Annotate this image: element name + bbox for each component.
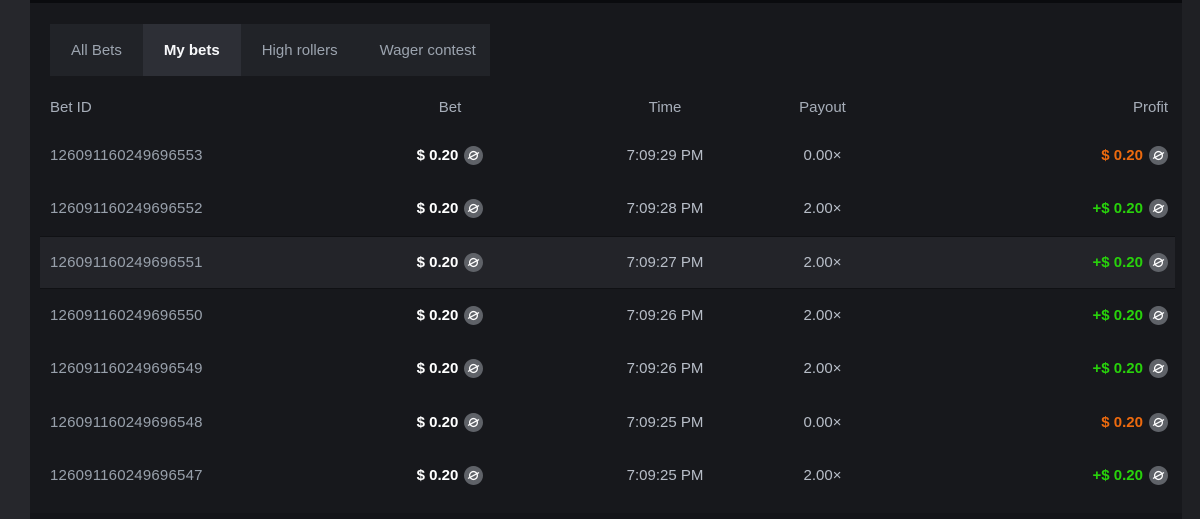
stellar-coin-icon [464,146,484,166]
stellar-coin-icon [464,359,484,379]
stellar-coin-icon [1149,359,1168,379]
bet-amount: $ 0.20 [416,147,459,165]
stellar-coin-icon [1149,252,1168,272]
profit-amount: +$ 0.20 [1092,253,1143,271]
column-header-bet: Bet [438,98,462,116]
table-row[interactable]: 126091160249696549 $ 0.20 7:09:26 PM 2.0… [40,342,1175,395]
table-row[interactable]: 126091160249696551 $ 0.20 7:09:27 PM 2.0… [40,235,1175,289]
column-header-time: Time [648,98,682,116]
profit-amount: +$ 0.20 [1092,466,1143,484]
table-row[interactable]: 126091160249696553 $ 0.20 7:09:29 PM 0.0… [40,129,1175,182]
profit-amount: +$ 0.20 [1092,307,1143,325]
tab-all-bets[interactable]: All Bets [50,24,143,76]
panel-bottom-edge [30,513,1182,519]
column-header-bet-id: Bet ID [50,98,92,116]
profit-cell: +$ 0.20 [1092,306,1168,326]
stellar-coin-icon [1149,412,1168,432]
payout-cell: 0.00× [803,413,842,431]
profit-cell: +$ 0.20 [1092,252,1168,272]
bet-cell: $ 0.20 [416,252,484,272]
payout-cell: 2.00× [803,360,842,378]
tab-high-rollers[interactable]: High rollers [241,24,359,76]
bet-amount: $ 0.20 [416,253,459,271]
payout-cell: 2.00× [803,466,842,484]
table-row[interactable]: 126091160249696548 $ 0.20 7:09:25 PM 0.0… [40,395,1175,448]
stellar-coin-icon [464,465,484,485]
bet-cell: $ 0.20 [416,359,484,379]
time-cell: 7:09:25 PM [626,466,704,484]
bet-cell: $ 0.20 [416,306,484,326]
profit-cell: $ 0.20 [1101,146,1168,166]
stellar-coin-icon [464,199,484,219]
stellar-coin-icon [1149,146,1168,166]
payout-cell: 2.00× [803,200,842,218]
stellar-coin-icon [464,252,484,272]
stellar-coin-icon [464,412,484,432]
bet-cell: $ 0.20 [416,412,484,432]
payout-cell: 2.00× [803,307,842,325]
bet-id-cell: 126091160249696548 [50,413,203,431]
profit-amount: $ 0.20 [1101,147,1143,165]
bet-id-cell: 126091160249696549 [50,360,203,378]
bet-amount: $ 0.20 [416,200,459,218]
page-left-gutter [0,0,30,519]
profit-cell: $ 0.20 [1101,412,1168,432]
tab-label: My bets [163,41,220,59]
tab-wager-contest[interactable]: Wager contest [359,24,497,76]
tab-label: Wager contest [379,41,476,59]
bet-id-cell: 126091160249696553 [50,147,203,165]
table-row[interactable]: 126091160249696552 $ 0.20 7:09:28 PM 2.0… [40,182,1175,235]
bets-panel: All Bets My bets High rollers Wager cont… [30,0,1182,519]
stellar-coin-icon [1149,306,1168,326]
profit-cell: +$ 0.20 [1092,359,1168,379]
tab-my-bets[interactable]: My bets [142,24,241,76]
bet-id-cell: 126091160249696547 [50,466,203,484]
bet-amount: $ 0.20 [416,360,459,378]
tab-label: High rollers [261,41,338,59]
time-cell: 7:09:26 PM [626,307,704,325]
bet-id-cell: 126091160249696550 [50,307,203,325]
payout-cell: 2.00× [803,253,842,271]
stellar-coin-icon [464,306,484,326]
bet-id-cell: 126091160249696552 [50,200,203,218]
profit-amount: $ 0.20 [1101,413,1143,431]
payout-cell: 0.00× [803,147,842,165]
table-body: 126091160249696553 $ 0.20 7:09:29 PM 0.0… [30,129,1182,502]
bet-amount: $ 0.20 [416,307,459,325]
time-cell: 7:09:29 PM [626,147,704,165]
table-header-row: Bet ID Bet Time Payout Profit [40,95,1175,119]
table-row[interactable]: 126091160249696547 $ 0.20 7:09:25 PM 2.0… [40,449,1175,502]
time-cell: 7:09:28 PM [626,200,704,218]
bet-amount: $ 0.20 [416,466,459,484]
time-cell: 7:09:25 PM [626,413,704,431]
profit-cell: +$ 0.20 [1092,199,1168,219]
bet-id-cell: 126091160249696551 [50,253,203,271]
stellar-coin-icon [1149,465,1168,485]
table-row[interactable]: 126091160249696550 $ 0.20 7:09:26 PM 2.0… [40,289,1175,342]
bet-cell: $ 0.20 [416,146,484,166]
page-right-gutter [1182,0,1200,519]
column-header-payout: Payout [799,98,846,116]
profit-amount: +$ 0.20 [1092,200,1143,218]
time-cell: 7:09:27 PM [626,253,704,271]
time-cell: 7:09:26 PM [626,360,704,378]
bets-tabbar: All Bets My bets High rollers Wager cont… [50,24,490,76]
stellar-coin-icon [1149,199,1168,219]
bet-cell: $ 0.20 [416,465,484,485]
bet-amount: $ 0.20 [416,413,459,431]
bet-cell: $ 0.20 [416,199,484,219]
profit-amount: +$ 0.20 [1092,360,1143,378]
profit-cell: +$ 0.20 [1092,465,1168,485]
tab-label: All Bets [71,41,122,59]
column-header-profit: Profit [1132,98,1168,116]
